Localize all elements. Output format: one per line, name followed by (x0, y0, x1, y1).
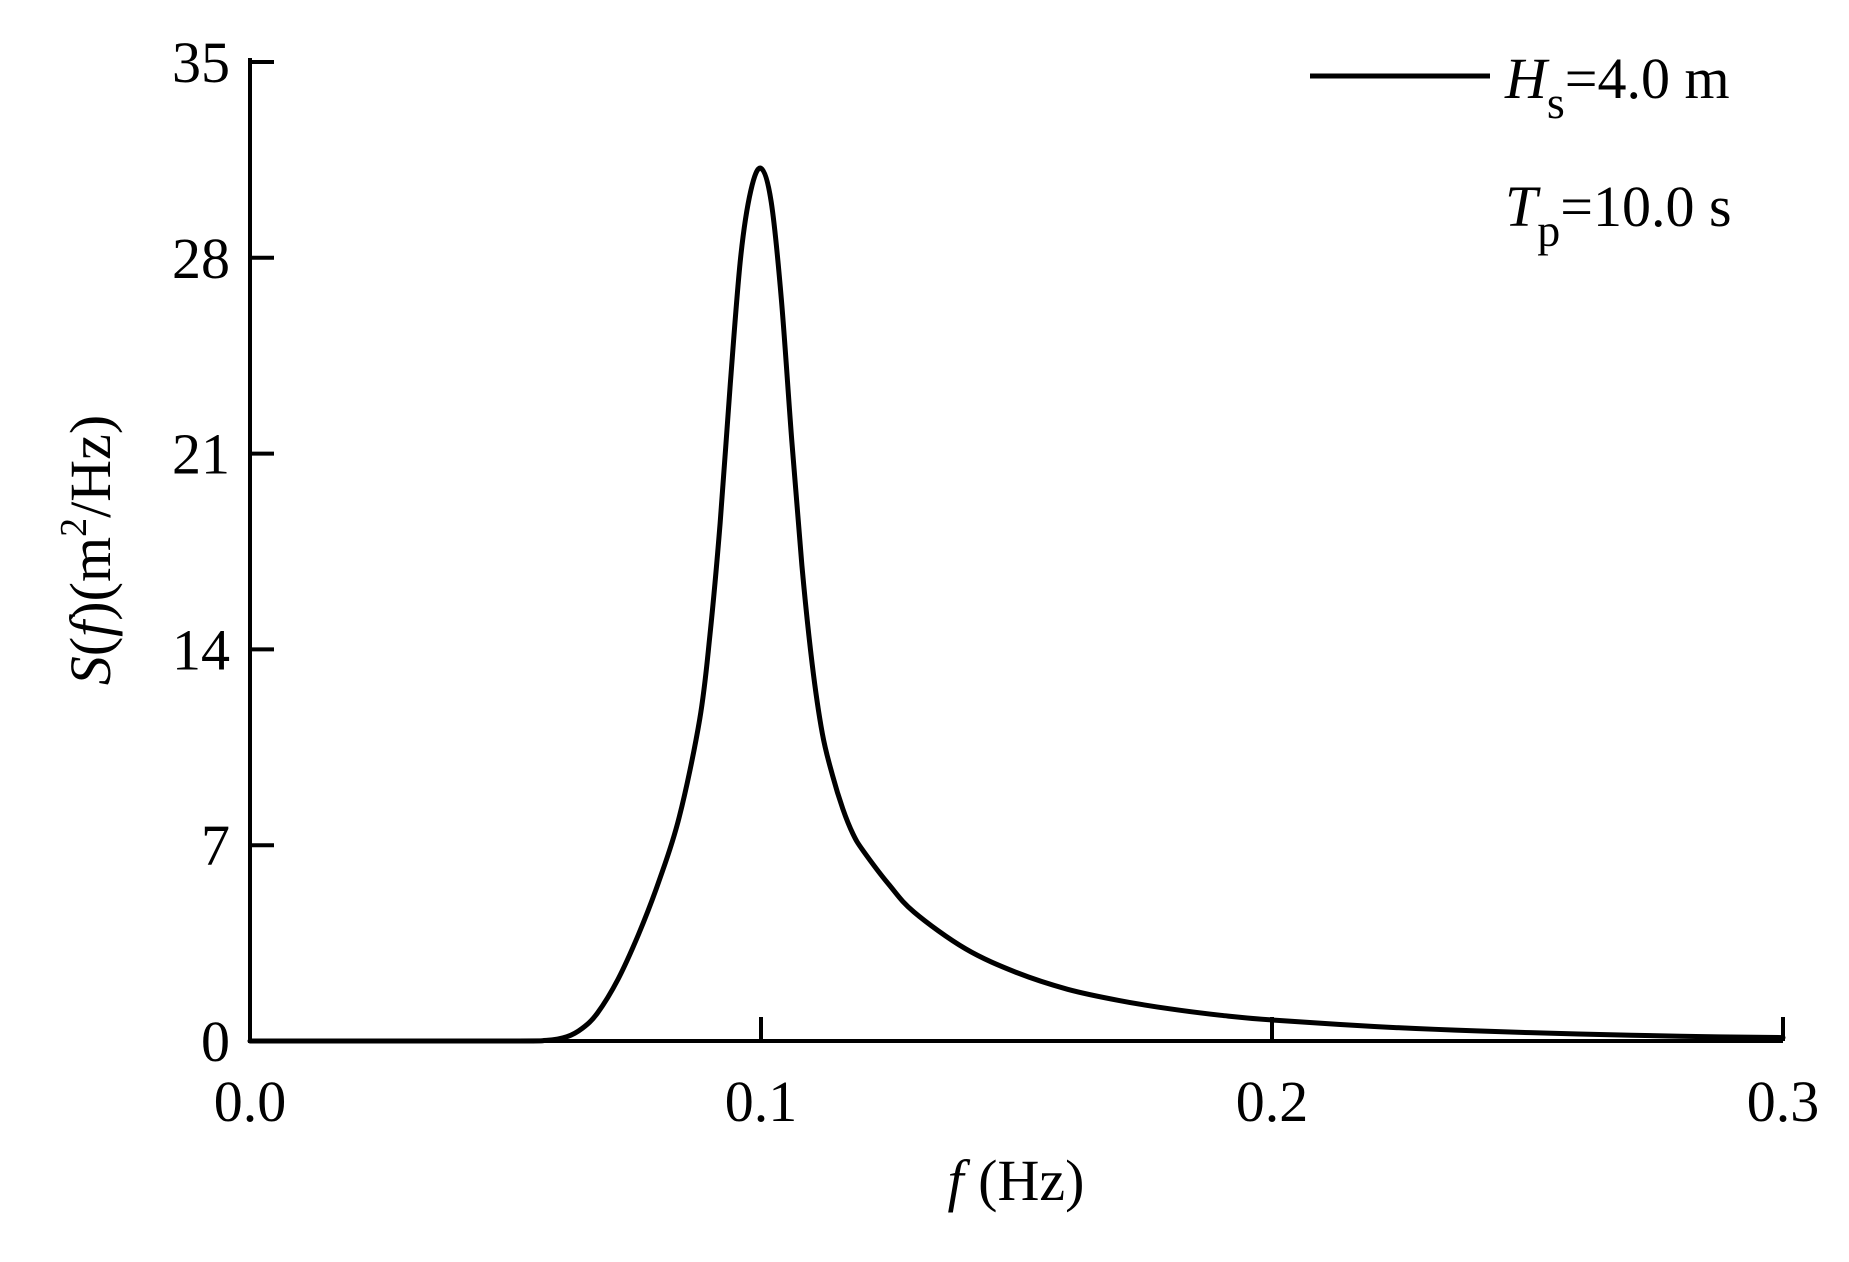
legend-entry-hs: Hs=4.0 m (1504, 46, 1730, 128)
x-tick-label: 0.3 (1747, 1069, 1820, 1134)
x-tick-label: 0.2 (1236, 1069, 1309, 1134)
y-tick-label: 28 (172, 226, 230, 291)
y-tick-label: 35 (172, 30, 230, 95)
x-tick-label: 0.1 (725, 1069, 798, 1134)
legend-entry-tp: Tp=10.0 s (1505, 174, 1732, 256)
series-line-spectrum (247, 165, 1786, 1044)
y-tick-label: 21 (172, 422, 230, 487)
y-axis-title: S(f)(m2/Hz) (53, 415, 123, 685)
x-tick-label: 0.0 (214, 1069, 287, 1134)
y-tick-label: 0 (201, 1009, 230, 1074)
x-axis-title: f (Hz) (948, 1148, 1085, 1213)
x-ticks: 0.0 0.1 0.2 0.3 (214, 1017, 1820, 1134)
legend: Hs=4.0 m Tp=10.0 s (1310, 46, 1732, 256)
y-ticks: 0 7 14 21 28 35 (172, 30, 274, 1074)
y-tick-label: 14 (172, 617, 230, 682)
y-tick-label: 7 (201, 813, 230, 878)
